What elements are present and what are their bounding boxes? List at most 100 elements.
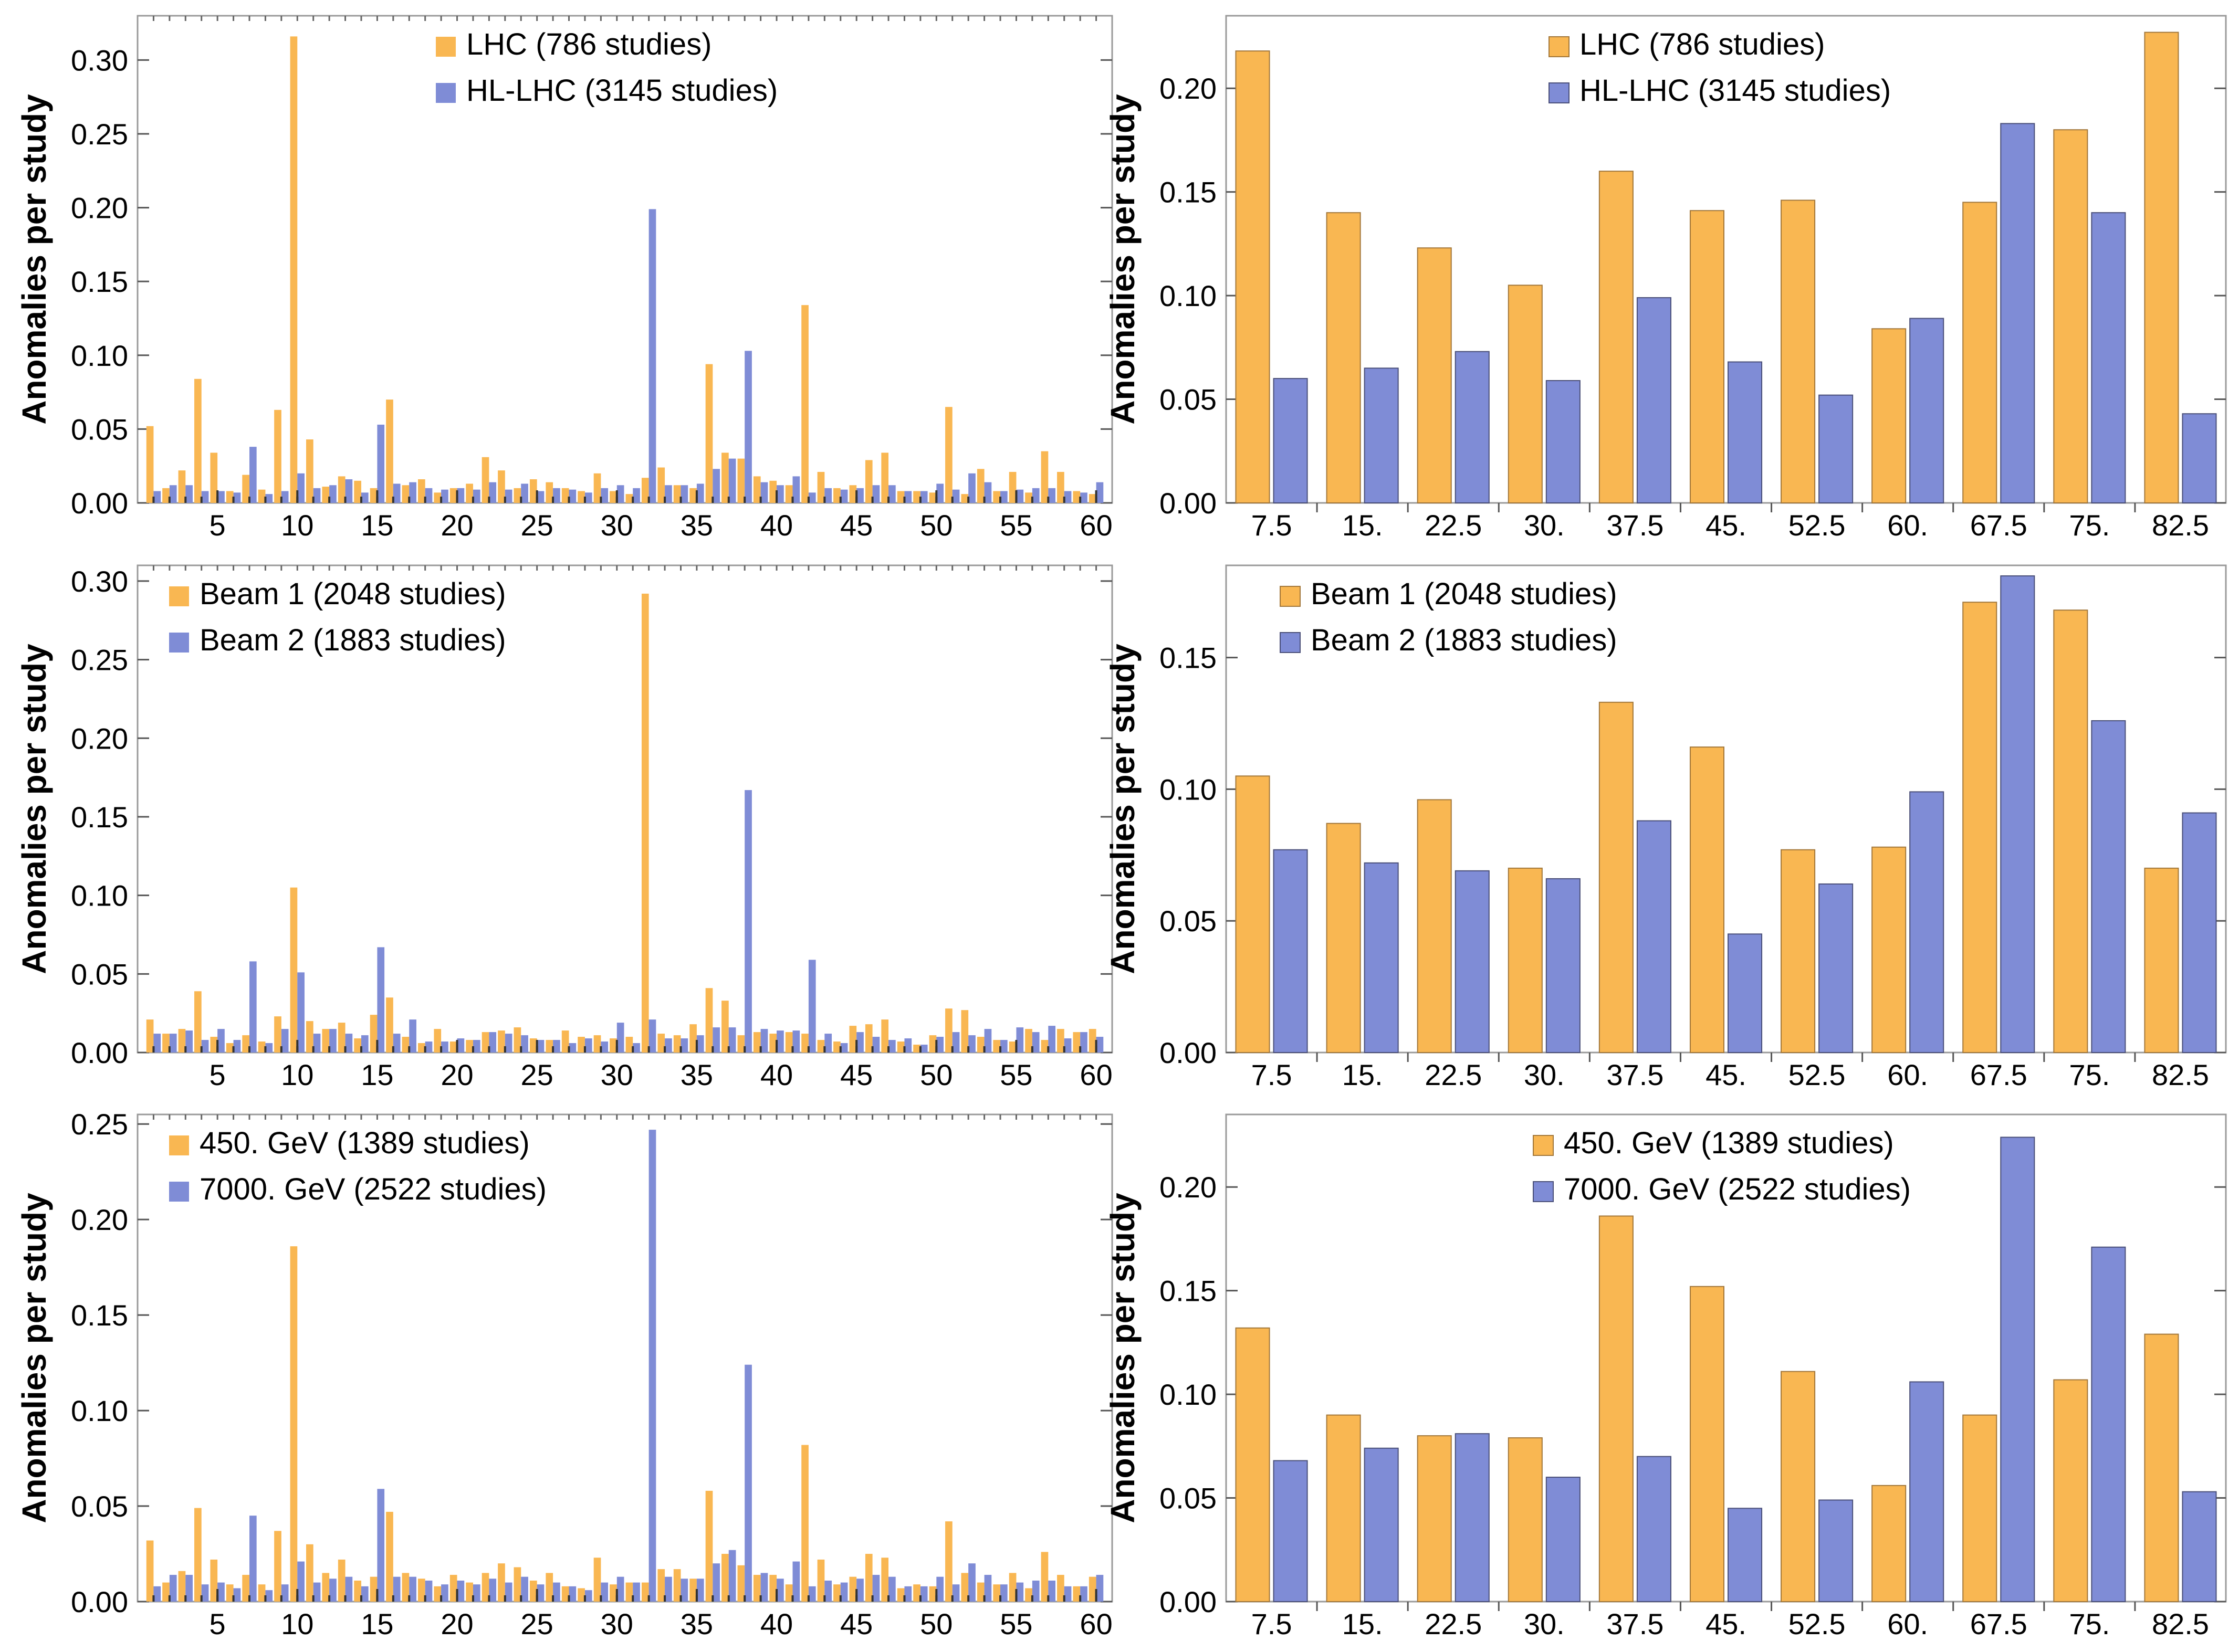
bar-series2-58 xyxy=(1064,1586,1072,1602)
bar-series1-28 xyxy=(578,1588,585,1602)
bar-series1-47 xyxy=(881,1019,889,1053)
y-tick-label: 0.25 xyxy=(71,644,128,677)
y-tick-label: 0.10 xyxy=(71,1394,128,1427)
bar-series2-12 xyxy=(329,1029,337,1053)
bar-series1-45 xyxy=(849,485,857,503)
y-axis-label: Anomalies per study xyxy=(1104,644,1142,974)
x-tick-label: 20 xyxy=(441,509,473,542)
bar-series1-37.5 xyxy=(1598,701,1634,1053)
x-tick-label: 40 xyxy=(760,1058,793,1091)
x-tick-label: 30. xyxy=(1524,1058,1565,1091)
y-tick-label: 0.10 xyxy=(1159,1378,1217,1411)
bar-series2-15. xyxy=(1364,1447,1399,1603)
y-tick-label: 0.25 xyxy=(71,1108,128,1141)
bar-series2-56 xyxy=(1032,488,1040,503)
bar-series2-11 xyxy=(313,1034,321,1053)
bar-series2-52 xyxy=(968,1563,976,1602)
bar-series2-20 xyxy=(457,1580,465,1602)
bar-series2-1 xyxy=(153,1586,161,1602)
bar-series2-56 xyxy=(1032,1580,1040,1602)
legend-swatch-orange xyxy=(1280,586,1301,607)
bar-series1-9 xyxy=(274,1531,281,1602)
y-tick-label: 0.15 xyxy=(1159,1275,1217,1308)
bar-series1-46 xyxy=(865,460,873,503)
bar-series1-54 xyxy=(993,1584,1001,1602)
y-axis-label: Anomalies per study xyxy=(1104,1193,1142,1523)
bar-series2-42 xyxy=(808,492,816,503)
bar-series2-30. xyxy=(1545,380,1581,503)
legend: Beam 1 (2048 studies) Beam 2 (1883 studie… xyxy=(1280,577,1617,657)
bar-series1-28 xyxy=(578,491,585,503)
bar-series2-16 xyxy=(393,483,401,503)
bar-series2-54 xyxy=(1000,1040,1008,1053)
y-tick-label: 0.30 xyxy=(71,44,128,77)
bar-series2-45. xyxy=(1728,1508,1763,1602)
chart-panel-6: 0.00 0.05 0.10 0.15 0.20 Anomalies per study 7… xyxy=(1104,1113,2227,1640)
bar-series1-22.5 xyxy=(1417,1435,1452,1603)
bar-series2-40 xyxy=(777,485,784,503)
bar-series1-18 xyxy=(417,479,425,503)
bar-series1-58 xyxy=(1057,1029,1064,1053)
bar-series2-30 xyxy=(616,1576,624,1602)
bar-series1-36 xyxy=(705,1490,713,1602)
bar-series2-8 xyxy=(265,494,273,503)
y-tick-label: 0.00 xyxy=(1159,1036,1217,1069)
bar-series2-7.5 xyxy=(1273,1460,1308,1603)
bar-series2-39 xyxy=(760,1029,768,1053)
bar-series1-31 xyxy=(625,1582,633,1602)
bar-series2-38 xyxy=(745,351,752,503)
legend-label: LHC (786 studies) xyxy=(1579,27,1825,61)
bar-series1-56 xyxy=(1025,492,1032,503)
chart-panel-1: 0.00 0.05 0.10 0.15 0.20 0.25 0.30 Anomalies pe… xyxy=(15,15,1113,542)
bar-series1-15 xyxy=(370,488,378,503)
legend: 450. GeV (1389 studies) 7000. GeV (2522 s… xyxy=(1533,1126,1911,1206)
bar-series1-67.5 xyxy=(1962,202,1997,504)
bar-series2-29 xyxy=(601,1582,609,1602)
bar-series1-52 xyxy=(961,1573,969,1602)
bar-series1-43 xyxy=(817,471,825,503)
bar-series2-60. xyxy=(1909,791,1944,1054)
y-tick-label: 0.05 xyxy=(71,413,128,446)
bar-series1-37 xyxy=(721,1554,729,1602)
legend-label: Beam 1 (2048 studies) xyxy=(200,577,506,611)
bar-series1-48 xyxy=(897,491,905,503)
bar-series2-19 xyxy=(441,1041,448,1053)
bar-series1-19 xyxy=(434,492,442,503)
bar-series2-45 xyxy=(856,1032,864,1053)
bar-series2-8 xyxy=(265,1590,273,1602)
bar-series1-33 xyxy=(657,1034,665,1053)
bar-series2-33 xyxy=(665,1576,672,1602)
chart-panel-2: 0.00 0.05 0.10 0.15 0.20 Anomalies per study 7… xyxy=(1104,15,2227,542)
bar-series2-4 xyxy=(201,1584,209,1602)
bar-series1-3 xyxy=(178,1029,186,1053)
bar-series2-35 xyxy=(696,1035,704,1053)
bar-series1-13 xyxy=(338,1023,346,1053)
bar-series1-30 xyxy=(610,1038,617,1053)
x-tick-label: 22.5 xyxy=(1425,509,1482,542)
legend: LHC (786 studies) HL-LHC (3145 studies) xyxy=(436,27,778,108)
bar-series2-6 xyxy=(233,1588,241,1602)
x-tick-label: 60 xyxy=(1080,1058,1112,1091)
x-tick-label: 50 xyxy=(920,1058,953,1091)
bar-series2-7 xyxy=(249,1516,257,1602)
x-tick-label: 45. xyxy=(1706,509,1746,542)
x-tick-label: 82.5 xyxy=(2152,509,2209,542)
legend-swatch-orange xyxy=(169,586,189,606)
bar-series2-45. xyxy=(1728,361,1763,503)
bar-series1-38 xyxy=(737,458,745,503)
bar-series1-7.5 xyxy=(1235,50,1270,504)
x-tick-label: 35 xyxy=(681,1607,713,1640)
x-tick-label: 7.5 xyxy=(1251,1058,1292,1091)
y-axis-label: Anomalies per study xyxy=(15,94,53,425)
bar-series2-41 xyxy=(792,1030,800,1053)
bar-series2-31 xyxy=(633,488,640,503)
bar-series1-41 xyxy=(785,1032,793,1053)
bar-series2-51 xyxy=(952,1584,960,1602)
bar-series1-49 xyxy=(913,1045,920,1053)
x-tick-label: 60 xyxy=(1080,509,1112,542)
bar-series2-45 xyxy=(856,1579,864,1602)
bar-series1-49 xyxy=(913,491,920,503)
x-tick-label: 30 xyxy=(601,1058,633,1091)
legend-swatch-orange xyxy=(169,1135,189,1155)
y-tick-label: 0.25 xyxy=(71,118,128,151)
